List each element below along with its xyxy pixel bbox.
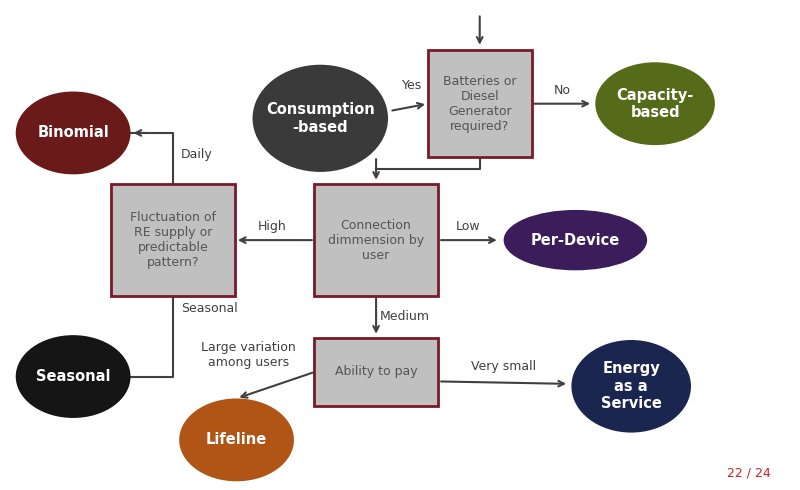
- Text: High: High: [258, 220, 287, 233]
- Text: Per-Device: Per-Device: [530, 233, 620, 247]
- FancyBboxPatch shape: [111, 184, 234, 296]
- Ellipse shape: [16, 92, 130, 174]
- FancyBboxPatch shape: [428, 50, 531, 157]
- Text: Low: Low: [456, 220, 481, 233]
- Text: Daily: Daily: [181, 148, 213, 161]
- Text: Ability to pay: Ability to pay: [334, 365, 418, 378]
- Ellipse shape: [179, 398, 294, 481]
- Ellipse shape: [595, 62, 715, 145]
- Text: Energy
as a
Service: Energy as a Service: [601, 362, 662, 411]
- Text: No: No: [554, 84, 571, 97]
- Text: Yes: Yes: [402, 78, 422, 92]
- Ellipse shape: [504, 210, 647, 270]
- Text: Capacity-
based: Capacity- based: [617, 88, 694, 120]
- Text: Seasonal: Seasonal: [36, 369, 110, 384]
- Ellipse shape: [571, 340, 691, 433]
- Text: Consumption
-based: Consumption -based: [266, 102, 374, 135]
- Text: 22 / 24: 22 / 24: [727, 467, 770, 480]
- Text: Connection
dimmension by
user: Connection dimmension by user: [328, 219, 424, 262]
- Text: Binomial: Binomial: [38, 125, 109, 141]
- Text: Fluctuation of
RE supply or
predictable
pattern?: Fluctuation of RE supply or predictable …: [130, 211, 216, 269]
- Text: Medium: Medium: [380, 310, 430, 322]
- Text: Seasonal: Seasonal: [181, 302, 238, 315]
- FancyBboxPatch shape: [314, 184, 438, 296]
- Text: Lifeline: Lifeline: [206, 432, 267, 447]
- Text: Very small: Very small: [471, 360, 536, 373]
- Ellipse shape: [16, 335, 130, 418]
- Text: Batteries or
Diesel
Generator
required?: Batteries or Diesel Generator required?: [443, 74, 517, 133]
- FancyBboxPatch shape: [314, 338, 438, 406]
- Text: Large variation
among users: Large variation among users: [201, 341, 296, 368]
- Ellipse shape: [253, 65, 388, 172]
